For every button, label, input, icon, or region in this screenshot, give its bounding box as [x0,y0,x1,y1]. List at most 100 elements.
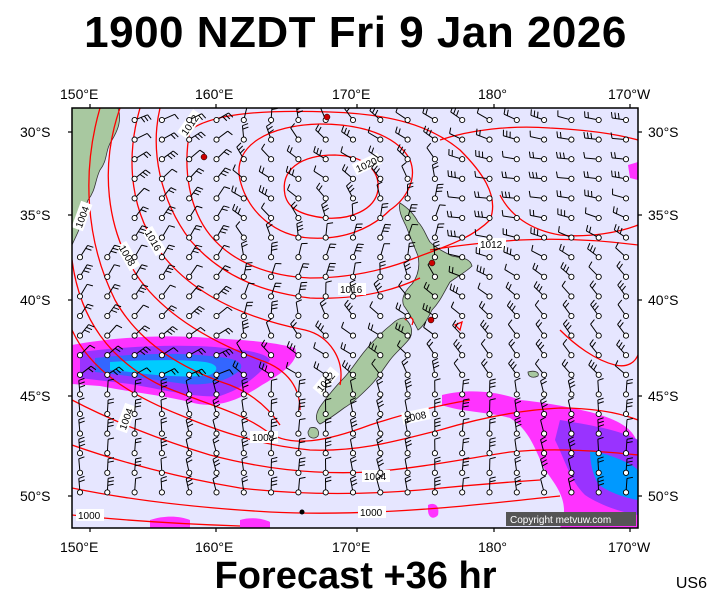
wind-barb [322,280,332,300]
wind-barb [404,436,412,457]
wind-barb [185,416,194,437]
wind-barb [286,341,302,359]
wind-barb [404,204,418,222]
wind-barb [313,342,329,359]
wind-barb [478,300,493,320]
wind-barb [295,437,306,457]
wind-barb [595,436,604,457]
wind-barb [158,187,177,202]
lon-label: 170°W [608,539,651,555]
wind-barb [158,244,175,261]
wind-barb [158,150,179,163]
wind-barb [613,224,630,241]
wind-barb [186,186,204,202]
wind-barb [404,397,411,418]
wind-barb [453,339,466,359]
wind-barb [371,162,384,182]
wind-barb [584,207,602,222]
wind-barb [76,283,93,300]
wind-barb [295,476,306,496]
wind-barb [616,260,630,280]
svg-text:1016: 1016 [142,229,163,254]
wind-barb [240,456,248,476]
wind-barb [567,475,575,496]
wind-barb [341,360,357,378]
wind-barb [501,210,520,222]
lat-label: 40°S [20,292,51,308]
wind-barb [76,344,96,359]
wind-barb [240,416,249,437]
wind-barb [235,221,247,241]
copyright-text: Copyright metvuw.com [510,515,611,526]
wind-barb [185,455,193,476]
wind-barb [295,242,308,261]
wind-barb [431,223,445,241]
wind-barb [322,378,332,398]
wind-barb [501,150,520,163]
isobar-label: 1016 [338,283,366,296]
wind-barb [475,128,493,143]
wind-barb [556,131,575,143]
wind-barb [322,417,332,437]
wind-barb [367,322,384,339]
wind-barb [590,319,602,339]
wind-barb [368,341,384,359]
lat-label: 50°S [648,488,679,504]
svg-text:1020: 1020 [354,156,379,176]
wind-barb [104,244,121,261]
wind-barb [423,281,438,300]
wind-barb [459,457,470,476]
wind-barb [534,299,548,320]
svg-text:1000: 1000 [78,511,101,522]
wind-barb [535,319,548,339]
wind-barb [158,436,168,457]
wind-barb [614,360,630,378]
wind-barb [567,377,576,398]
wind-barb [268,476,278,496]
wind-barb [131,133,152,143]
svg-text:1008: 1008 [403,410,427,425]
isobar-label: 1000 [358,506,386,519]
lon-label: 150°E [60,539,99,555]
wind-barb [260,202,275,222]
wind-barb [236,338,247,359]
wind-barb [533,281,548,300]
wind-barb [131,169,151,182]
isobar-label: 1012 [177,109,203,139]
wind-barb [501,191,520,202]
wind-barb [320,108,329,124]
wind-barb [265,220,275,241]
wind-barb [104,283,121,300]
wind-barb [505,281,520,300]
wind-barb [104,378,115,398]
wind-barb [376,377,384,398]
lat-label: 40°S [648,292,679,308]
wind-barb [567,416,575,437]
wind-barb [368,145,384,163]
wind-barb [349,397,357,418]
wind-barb [481,358,493,378]
wind-barb [377,260,386,280]
lon-label: 180° [478,539,507,555]
wind-barb [185,475,194,496]
wind-barb [186,264,203,280]
lon-label: 160°E [195,539,234,555]
wind-barb [76,436,86,457]
wind-barb [617,319,630,339]
wind-barb [268,262,282,280]
wind-barb [448,265,466,280]
wind-barb [240,301,254,320]
wind-barb [589,339,602,359]
wind-barb [104,417,115,437]
wind-barb [285,165,302,182]
wind-barb [213,306,233,320]
wind-barb [369,301,384,320]
wind-barb [376,436,384,457]
wind-barb [344,108,357,124]
chatham-islands-landmass [527,370,539,378]
wind-barb [446,190,466,202]
wind-barb [449,283,466,300]
wind-barb [503,245,520,261]
wind-barb [474,229,493,241]
wind-barb [212,416,220,437]
